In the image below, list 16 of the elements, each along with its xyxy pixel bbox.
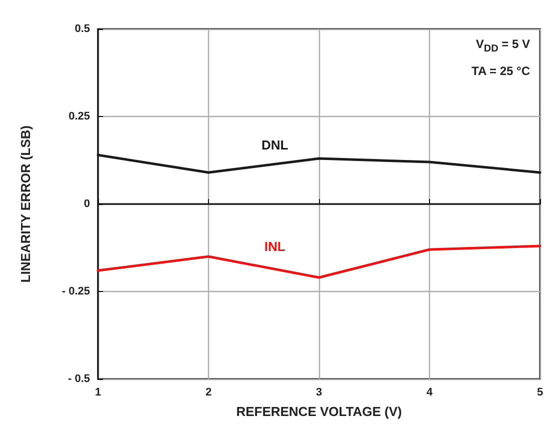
annotation: TA = 25 °C: [472, 64, 530, 78]
y-axis-title: LINEARITY ERROR (LSB): [18, 125, 33, 283]
series-label: DNL: [261, 138, 288, 152]
y-tick-label: 0.25: [68, 110, 90, 122]
x-tick-label: 3: [316, 386, 322, 398]
series-label: INL: [264, 239, 286, 254]
x-tick-label: 2: [205, 386, 212, 398]
y-tick-label: 0.5: [74, 23, 90, 35]
x-tick-label: 1: [94, 386, 102, 398]
annotation: V$_{DD}$ = 5 V: [474, 37, 530, 56]
y-tick-label: 0: [84, 198, 90, 210]
x-tick-label: 4: [426, 386, 434, 398]
x-tick-label: 5: [536, 386, 544, 398]
y-tick-label: - 0.5: [68, 373, 90, 385]
x-axis-title: REFERENCE VOLTAGE (V): [236, 404, 402, 419]
y-tick-label: - 0.25: [62, 286, 90, 298]
